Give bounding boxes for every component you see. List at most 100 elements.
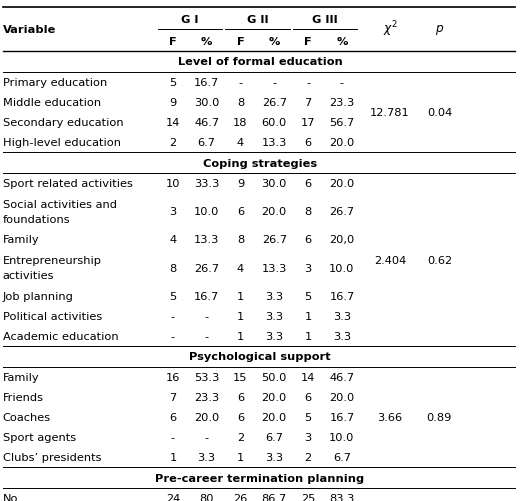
Text: Sport related activities: Sport related activities [3,179,133,189]
Text: 3.3: 3.3 [265,452,283,462]
Text: 20.0: 20.0 [329,392,355,402]
Text: 6: 6 [237,412,244,422]
Text: 13.3: 13.3 [262,263,287,273]
Text: 8: 8 [237,98,244,108]
Text: 60.0: 60.0 [262,118,287,128]
Text: 4: 4 [170,235,176,245]
Text: 16.7: 16.7 [329,412,355,422]
Text: 5: 5 [305,412,311,422]
Text: 0.04: 0.04 [427,108,452,118]
Text: 46.7: 46.7 [194,118,219,128]
Text: 20.0: 20.0 [262,207,287,217]
Text: 0.62: 0.62 [427,255,452,265]
Text: 6: 6 [305,392,311,402]
Text: Psychological support: Psychological support [189,352,331,362]
Text: -: - [239,78,242,88]
Text: 83.3: 83.3 [329,493,355,501]
Text: 1: 1 [237,291,244,301]
Text: F: F [304,37,312,47]
Text: 1: 1 [170,452,176,462]
Text: F: F [237,37,244,47]
Text: 3.3: 3.3 [333,311,351,321]
Text: 20.0: 20.0 [262,392,287,402]
Text: -: - [340,78,344,88]
Text: foundations: foundations [3,214,70,224]
Text: -: - [205,331,209,341]
Text: activities: activities [3,270,54,280]
Text: 0.89: 0.89 [427,412,452,422]
Text: 3: 3 [305,432,311,442]
Text: %: % [336,37,347,47]
Text: 9: 9 [237,179,244,189]
Text: G III: G III [312,15,338,25]
Text: -: - [205,311,209,321]
Text: Variable: Variable [3,25,56,35]
Text: Family: Family [3,372,39,382]
Text: 56.7: 56.7 [329,118,355,128]
Text: 3: 3 [170,207,176,217]
Text: 3.66: 3.66 [378,412,402,422]
Text: 3.3: 3.3 [265,331,283,341]
Text: 1: 1 [305,331,311,341]
Text: 15: 15 [233,372,248,382]
Text: Coaches: Coaches [3,412,51,422]
Text: Political activities: Political activities [3,311,102,321]
Text: Job planning: Job planning [3,291,73,301]
Text: -: - [171,311,175,321]
Text: 3.3: 3.3 [265,311,283,321]
Text: Entrepreneurship: Entrepreneurship [3,256,101,266]
Text: 16.7: 16.7 [194,291,219,301]
Text: No: No [3,493,18,501]
Text: High-level education: High-level education [3,138,121,148]
Text: 6.7: 6.7 [198,138,216,148]
Text: -: - [306,78,310,88]
Text: Sport agents: Sport agents [3,432,76,442]
Text: 1: 1 [237,311,244,321]
Text: 26.7: 26.7 [262,235,287,245]
Text: 16.7: 16.7 [194,78,219,88]
Text: Secondary education: Secondary education [3,118,123,128]
Text: 7: 7 [305,98,311,108]
Text: Social activities and: Social activities and [3,200,116,210]
Text: 13.3: 13.3 [262,138,287,148]
Text: G I: G I [181,15,199,25]
Text: 14: 14 [301,372,315,382]
Text: 3: 3 [305,263,311,273]
Text: 16: 16 [166,372,180,382]
Text: 17: 17 [301,118,315,128]
Text: 6.7: 6.7 [265,432,283,442]
Text: 20.0: 20.0 [194,412,219,422]
Text: Level of formal education: Level of formal education [178,57,342,67]
Text: 10: 10 [166,179,180,189]
Text: -: - [205,432,209,442]
Text: 3.3: 3.3 [333,331,351,341]
Text: 20.0: 20.0 [329,179,355,189]
Text: 10.0: 10.0 [194,207,219,217]
Text: 6: 6 [305,235,311,245]
Text: %: % [201,37,212,47]
Text: 6: 6 [237,207,244,217]
Text: -: - [171,432,175,442]
Text: 53.3: 53.3 [194,372,219,382]
Text: 13.3: 13.3 [194,235,219,245]
Text: 9: 9 [170,98,176,108]
Text: 3.3: 3.3 [198,452,216,462]
Text: 80: 80 [200,493,214,501]
Text: 26.7: 26.7 [262,98,287,108]
Text: 1: 1 [237,331,244,341]
Text: 18: 18 [233,118,248,128]
Text: 20,0: 20,0 [329,235,355,245]
Text: 33.3: 33.3 [194,179,219,189]
Text: %: % [269,37,280,47]
Text: 2: 2 [170,138,176,148]
Text: 2: 2 [305,452,311,462]
Text: 23.3: 23.3 [194,392,219,402]
Text: 20.0: 20.0 [262,412,287,422]
Text: 5: 5 [170,78,176,88]
Text: 30.0: 30.0 [262,179,287,189]
Text: 8: 8 [237,235,244,245]
Text: 1: 1 [237,452,244,462]
Text: 7: 7 [170,392,176,402]
Text: 30.0: 30.0 [194,98,219,108]
Text: Middle education: Middle education [3,98,101,108]
